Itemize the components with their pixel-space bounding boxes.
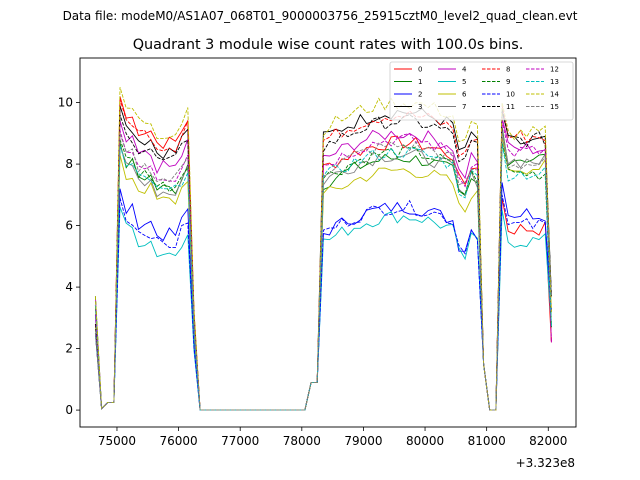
legend-label-6: 6 [462, 91, 467, 99]
legend-label-10: 10 [506, 91, 515, 99]
series-line-15 [94, 133, 552, 411]
y-tick-label: 8 [65, 157, 73, 171]
x-tick-label: 79000 [344, 434, 382, 448]
y-tick-label: 6 [65, 219, 73, 233]
legend-label-0: 0 [418, 66, 422, 74]
plot-frame [79, 57, 577, 428]
x-tick-label: 81000 [468, 434, 506, 448]
legend-label-7: 7 [462, 103, 466, 111]
series-line-2 [94, 182, 552, 411]
y-tick-label: 4 [65, 280, 73, 294]
legend-label-13: 13 [550, 78, 559, 86]
legend-label-8: 8 [506, 66, 510, 74]
legend-label-4: 4 [462, 66, 467, 74]
legend-label-1: 1 [418, 78, 422, 86]
axis-ticks: 75000 76000 77000 78000 79000 80000 81000 82000… [58, 96, 568, 448]
x-tick-label: 82000 [529, 434, 567, 448]
chart-title: Quadrant 3 module wise count rates with … [133, 37, 524, 53]
legend-label-11: 11 [506, 103, 515, 111]
legend-label-15: 15 [550, 103, 559, 111]
x-tick-label: 80000 [406, 434, 444, 448]
legend-label-5: 5 [462, 78, 466, 86]
legend-box [389, 61, 574, 121]
data-file-header: Data file: modeM0/AS1A07_068T01_90000037… [63, 9, 578, 23]
legend-label-9: 9 [506, 78, 510, 86]
y-tick-label: 2 [65, 342, 73, 356]
x-tick-label: 78000 [283, 434, 321, 448]
x-tick-label: 77000 [221, 434, 259, 448]
series-line-10 [94, 194, 552, 411]
y-tick-label: 0 [65, 403, 73, 417]
x-tick-label: 76000 [159, 434, 197, 448]
series-line-14 [94, 87, 552, 411]
x-offset-label: +3.323e8 [516, 456, 575, 470]
series-line-11 [94, 108, 552, 411]
y-tick-label: 10 [58, 96, 73, 110]
series-line-4 [94, 117, 552, 411]
legend-label-12: 12 [550, 66, 559, 74]
legend-label-14: 14 [550, 91, 559, 99]
legend-label-2: 2 [418, 91, 422, 99]
series-line-13 [94, 142, 552, 411]
plot-lines [94, 87, 552, 411]
series-line-12 [94, 120, 552, 411]
legend-label-3: 3 [418, 103, 422, 111]
x-tick-label: 75000 [98, 434, 136, 448]
